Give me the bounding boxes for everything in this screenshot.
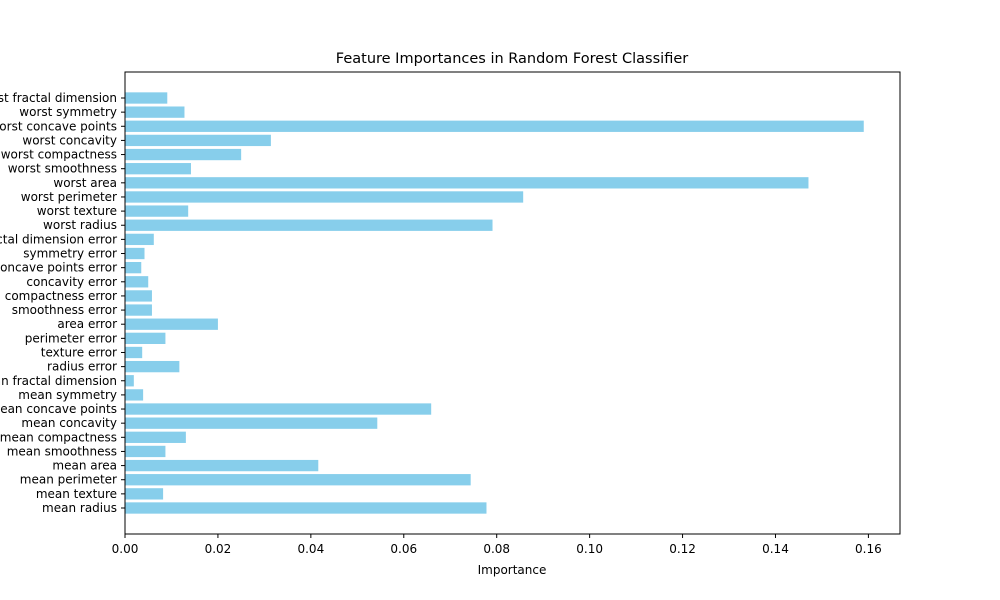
y-tick-label: fractal dimension error — [0, 232, 117, 246]
y-tick-label: area error — [57, 317, 117, 331]
bar-symmetry-error — [125, 247, 145, 260]
bar-smoothness-error — [125, 304, 152, 316]
y-tick-label: worst texture — [37, 204, 117, 218]
y-tick-label: symmetry error — [23, 247, 117, 261]
y-tick-label: worst smoothness — [8, 162, 117, 176]
bar-mean-concavity — [125, 417, 378, 429]
bar-mean-smoothness — [125, 445, 166, 458]
x-axis-ticks: 0.00 0.02 0.04 0.06 0.08 0.10 0.12 0.14 0.16 — [112, 534, 882, 556]
y-tick-label: smoothness error — [12, 303, 117, 317]
x-tick-label: 0.06 — [390, 542, 417, 556]
y-tick-label: mean concave points — [0, 402, 117, 416]
bar-concavity-error — [125, 276, 149, 288]
y-tick-label: mean fractal dimension — [0, 374, 117, 388]
chart-title: Feature Importances in Random Forest Cla… — [336, 51, 688, 67]
x-tick-label: 0.08 — [483, 542, 510, 556]
x-tick-label: 0.10 — [576, 542, 603, 556]
bar-mean-symmetry — [125, 389, 144, 401]
bar-perimeter-error — [125, 332, 166, 344]
bar-radius-error — [125, 360, 180, 373]
bar-texture-error — [125, 346, 143, 359]
bar-worst-radius — [125, 219, 493, 231]
bar-worst-smoothness — [125, 163, 191, 175]
bar-worst-symmetry — [125, 106, 185, 118]
y-tick-label: worst radius — [43, 218, 117, 232]
y-tick-label: texture error — [41, 345, 117, 359]
y-tick-label: worst concavity — [22, 133, 117, 147]
x-tick-label: 0.16 — [855, 542, 882, 556]
bar-compactness-error — [125, 290, 152, 302]
bar-worst-perimeter — [125, 191, 524, 203]
bar-mean-fractal-dimension — [125, 375, 134, 387]
y-tick-label: mean concavity — [21, 416, 117, 430]
bar-worst-area — [125, 177, 809, 189]
x-tick-label: 0.00 — [112, 542, 139, 556]
bar-worst-concave-points — [125, 120, 864, 132]
y-tick-label: mean radius — [42, 501, 117, 515]
bar-fractal-dimension-error — [125, 233, 154, 246]
x-tick-label: 0.12 — [669, 542, 696, 556]
y-tick-label: mean area — [52, 459, 117, 473]
bar-mean-concave-points — [125, 403, 432, 415]
y-tick-label: perimeter error — [25, 331, 117, 345]
y-tick-label: worst fractal dimension — [0, 91, 117, 105]
y-tick-label: radius error — [47, 360, 117, 374]
bar-worst-compactness — [125, 148, 242, 161]
y-tick-label: concavity error — [26, 275, 117, 289]
x-axis-label: Importance — [478, 563, 547, 577]
bar-mean-area — [125, 459, 319, 472]
y-tick-label: worst symmetry — [19, 105, 117, 119]
y-tick-label: concave points error — [0, 261, 117, 275]
bar-concave-points-error — [125, 262, 142, 274]
x-tick-label: 0.14 — [762, 542, 789, 556]
bar-mean-radius — [125, 502, 487, 514]
y-tick-label: worst perimeter — [21, 190, 117, 204]
y-tick-label: mean compactness — [0, 430, 117, 444]
bars-group — [125, 92, 864, 514]
y-tick-label: worst compactness — [1, 148, 117, 162]
y-tick-label: mean texture — [36, 487, 117, 501]
y-tick-label: mean smoothness — [7, 444, 117, 458]
bar-area-error — [125, 318, 218, 330]
bar-worst-texture — [125, 205, 189, 217]
x-tick-label: 0.04 — [297, 542, 324, 556]
y-tick-label: worst area — [53, 176, 117, 190]
bar-worst-concavity — [125, 134, 271, 147]
plot-area-frame — [124, 71, 901, 535]
bar-mean-texture — [125, 488, 164, 500]
bar-worst-fractal-dimension — [125, 92, 168, 104]
x-tick-label: 0.02 — [205, 542, 232, 556]
bar-mean-compactness — [125, 431, 186, 443]
y-tick-label: worst concave points — [0, 119, 117, 133]
bar-mean-perimeter — [125, 474, 471, 486]
y-tick-label: mean perimeter — [20, 473, 117, 487]
y-tick-label: mean symmetry — [18, 388, 117, 402]
y-tick-label: compactness error — [5, 289, 117, 303]
